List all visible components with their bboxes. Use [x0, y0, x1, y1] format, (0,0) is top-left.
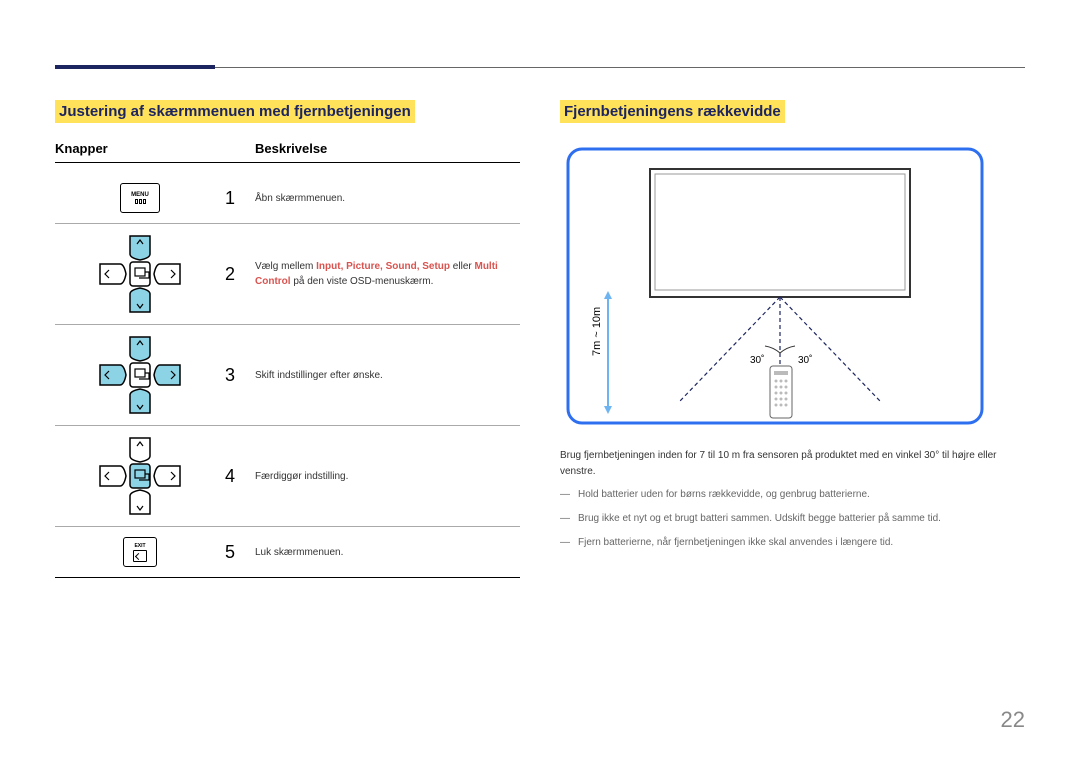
menu-label: MENU [131, 192, 149, 198]
note-item: Fjern batterierne, når fjernbetjeningen … [560, 534, 1025, 552]
header-accent-bar [55, 65, 215, 69]
table-row: 2 Vælg mellem Input, Picture, Sound, Set… [55, 224, 520, 325]
row-desc: Færdiggør indstilling. [255, 469, 520, 484]
dpad-icon [55, 335, 225, 415]
page-content: Justering af skærmmenuen med fjernbetjen… [55, 100, 1025, 578]
right-column: Fjernbetjeningens rækkevidde 30˚ 30˚ [560, 100, 1025, 578]
page-number: 22 [1001, 707, 1025, 733]
menu-button-icon: MENU [120, 183, 160, 213]
angle-left-label: 30˚ [750, 354, 764, 366]
button-icon-menu: MENU [55, 183, 225, 213]
row-number: 4 [225, 466, 255, 487]
row-desc: Luk skærmmenuen. [255, 545, 520, 560]
highlight-text: Input, Picture, Sound, Setup [316, 261, 450, 272]
exit-label: EXIT [134, 543, 145, 549]
row-desc: Åbn skærmmenuen. [255, 191, 520, 206]
dpad-icon [55, 436, 225, 516]
angle-right-label: 30˚ [798, 354, 812, 366]
dpad-icon [55, 234, 225, 314]
distance-label: 7m ~ 10m [591, 307, 603, 356]
header-rule [215, 67, 1025, 68]
table-row: EXIT 5 Luk skærmmenuen. [55, 527, 520, 578]
range-description: Brug fjernbetjeningen inden for 7 til 10… [560, 448, 1025, 480]
left-section-title: Justering af skærmmenuen med fjernbetjen… [55, 100, 415, 123]
right-section-title: Fjernbetjeningens rækkevidde [560, 100, 785, 123]
th-knapper: Knapper [55, 141, 225, 156]
row-desc: Skift indstillinger efter ønske. [255, 368, 520, 383]
row-number: 3 [225, 365, 255, 386]
table-row: 3 Skift indstillinger efter ønske. [55, 325, 520, 426]
left-column: Justering af skærmmenuen med fjernbetjen… [55, 100, 520, 578]
note-item: Brug ikke et nyt og et brugt batteri sam… [560, 510, 1025, 528]
table-row: MENU 1 Åbn skærmmenuen. [55, 173, 520, 224]
range-diagram: 30˚ 30˚ 7m ~ 10m [560, 141, 990, 431]
th-beskrivelse: Beskrivelse [255, 141, 520, 156]
table-row: 4 Færdiggør indstilling. [55, 426, 520, 527]
table-header: Knapper Beskrivelse [55, 141, 520, 163]
note-item: Hold batterier uden for børns rækkevidde… [560, 486, 1025, 504]
row-number: 2 [225, 264, 255, 285]
exit-button-icon: EXIT [55, 537, 225, 567]
row-number: 5 [225, 542, 255, 563]
row-number: 1 [225, 188, 255, 209]
row-desc: Vælg mellem Input, Picture, Sound, Setup… [255, 259, 520, 289]
